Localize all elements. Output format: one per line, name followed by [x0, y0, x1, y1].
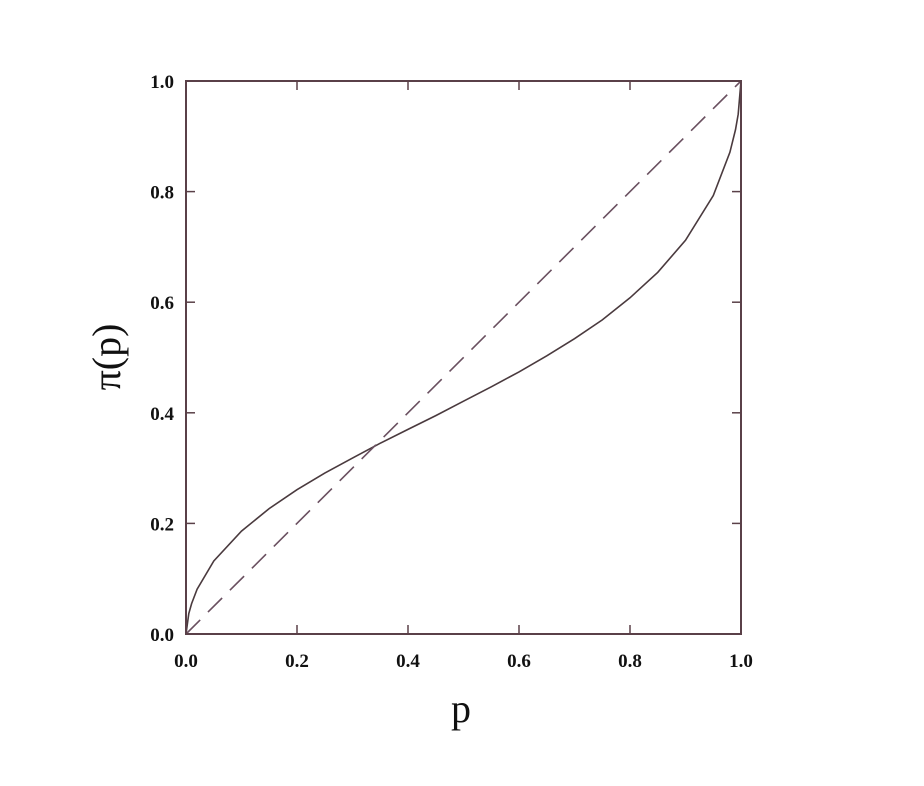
y-tick-label: 0.8 [150, 183, 174, 204]
x-axis-title: p [451, 686, 471, 731]
y-tick-label: 0.2 [150, 514, 174, 535]
x-tick-label: 0.2 [285, 651, 309, 672]
series-line-dashed [185, 80, 742, 635]
y-tick-label: 1.0 [150, 72, 174, 93]
x-tick-label: 0.6 [507, 651, 531, 672]
y-axis-title: π(p) [84, 324, 129, 391]
series-line-solid [185, 80, 742, 635]
x-tick-label: 0.8 [618, 651, 642, 672]
x-tick-label: 0.0 [174, 651, 198, 672]
y-tick-label: 0.0 [150, 625, 174, 646]
y-tick-label: 0.4 [150, 404, 174, 425]
plot-frame [185, 80, 742, 635]
x-tick-label: 1.0 [729, 651, 753, 672]
x-tick-label: 0.4 [396, 651, 420, 672]
y-tick-label: 0.6 [150, 293, 174, 314]
